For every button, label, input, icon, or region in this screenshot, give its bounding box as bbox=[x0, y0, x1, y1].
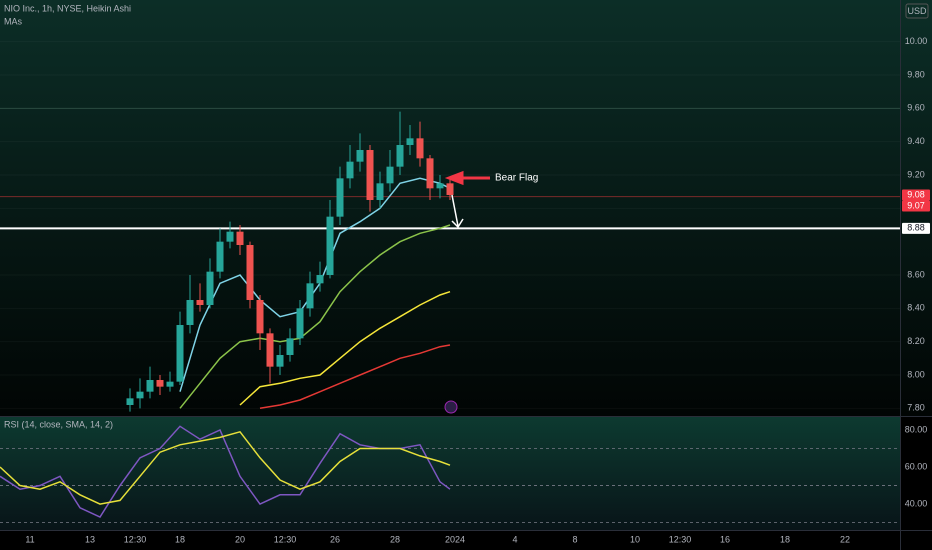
indicator-label: MAs bbox=[4, 16, 23, 26]
bear-flag-label: Bear Flag bbox=[495, 173, 538, 184]
candle-body bbox=[206, 271, 214, 305]
x-tick-label: 20 bbox=[235, 534, 245, 544]
y-tick-label: 9.60 bbox=[907, 103, 925, 113]
x-tick-label: 13 bbox=[85, 534, 95, 544]
currency-box[interactable] bbox=[905, 3, 929, 19]
moving-average bbox=[259, 344, 451, 410]
candle-body bbox=[356, 150, 364, 162]
candle-body bbox=[246, 245, 254, 300]
price-marker bbox=[902, 189, 930, 201]
y-tick-label: 9.40 bbox=[907, 136, 925, 146]
plot-layer: 10.009.809.609.409.209.008.608.408.208.0… bbox=[0, 36, 930, 544]
y-tick-label: 8.40 bbox=[907, 303, 925, 313]
x-tick-label: 18 bbox=[780, 534, 790, 544]
candle-body bbox=[136, 391, 144, 399]
candle-body bbox=[126, 398, 134, 405]
candle-body bbox=[286, 338, 294, 355]
candle-body bbox=[386, 166, 394, 184]
x-tick-label: 28 bbox=[390, 534, 400, 544]
candle-body bbox=[196, 300, 204, 305]
symbol-title: NIO Inc., 1h, NYSE, Heikin Ashi bbox=[4, 3, 131, 13]
candle-body bbox=[266, 333, 274, 367]
x-tick-label: 2024 bbox=[445, 534, 465, 544]
candle-body bbox=[216, 241, 224, 272]
x-tick-label: 26 bbox=[330, 534, 340, 544]
price-marker-label: 9.08 bbox=[907, 189, 925, 199]
candle-body bbox=[156, 380, 164, 387]
candle-body bbox=[336, 178, 344, 217]
rsi-title: RSI (14, close, SMA, 14, 2) bbox=[4, 419, 113, 429]
y-tick-label: 10.00 bbox=[905, 36, 928, 46]
candle-body bbox=[406, 138, 414, 145]
rsi-pane bbox=[0, 417, 900, 530]
y-tick-label: 80.00 bbox=[905, 424, 928, 434]
candle-body bbox=[376, 183, 384, 200]
candle-body bbox=[436, 183, 444, 189]
y-tick-label: 8.60 bbox=[907, 269, 925, 279]
candle-body bbox=[426, 158, 434, 189]
x-tick-label: 22 bbox=[840, 534, 850, 544]
candle-body bbox=[306, 283, 314, 309]
candle-body bbox=[316, 275, 324, 284]
candle-body bbox=[176, 325, 184, 382]
price-marker-label: 8.88 bbox=[907, 223, 925, 233]
y-tick-label: 40.00 bbox=[905, 498, 928, 508]
y-tick-label: 7.80 bbox=[907, 403, 925, 413]
price-marker-label: 9.07 bbox=[907, 200, 925, 210]
x-tick-label: 12:30 bbox=[669, 534, 692, 544]
y-tick-label: 8.20 bbox=[907, 336, 925, 346]
x-tick-label: 18 bbox=[175, 534, 185, 544]
y-tick-label: 8.00 bbox=[907, 369, 925, 379]
candle-body bbox=[396, 145, 404, 167]
candle-body bbox=[416, 138, 424, 159]
x-tick-label: 4 bbox=[512, 534, 517, 544]
price-marker bbox=[902, 222, 930, 234]
currency: USD bbox=[907, 6, 927, 16]
candle-body bbox=[256, 300, 264, 334]
down-arrow bbox=[451, 194, 464, 229]
candle-body bbox=[226, 231, 234, 242]
candle-body bbox=[326, 216, 334, 275]
price-marker bbox=[902, 200, 930, 212]
x-tick-label: 8 bbox=[572, 534, 577, 544]
candle-body bbox=[186, 300, 194, 325]
moving-average bbox=[239, 290, 451, 406]
bear-flag-arrow bbox=[444, 170, 490, 186]
x-tick-label: 11 bbox=[25, 534, 34, 544]
event-icon bbox=[444, 400, 458, 414]
candle-body bbox=[296, 308, 304, 339]
x-tick-label: 12:30 bbox=[124, 534, 147, 544]
candle-body bbox=[236, 231, 244, 245]
candle-body bbox=[276, 355, 284, 367]
x-tick-label: 10 bbox=[630, 534, 640, 544]
candle-body bbox=[146, 380, 154, 392]
moving-average bbox=[179, 224, 451, 409]
y-tick-label: 9.20 bbox=[907, 169, 925, 179]
y-tick-label: 9.80 bbox=[907, 69, 925, 79]
candle-body bbox=[446, 183, 454, 195]
x-tick-label: 12:30 bbox=[274, 534, 297, 544]
candle-body bbox=[346, 161, 354, 179]
price-pane bbox=[0, 0, 932, 416]
rsi-line bbox=[0, 430, 451, 505]
candle-body bbox=[366, 150, 374, 200]
x-tick-label: 16 bbox=[720, 534, 730, 544]
y-tick-label: 60.00 bbox=[905, 461, 928, 471]
candle-body bbox=[166, 381, 174, 387]
